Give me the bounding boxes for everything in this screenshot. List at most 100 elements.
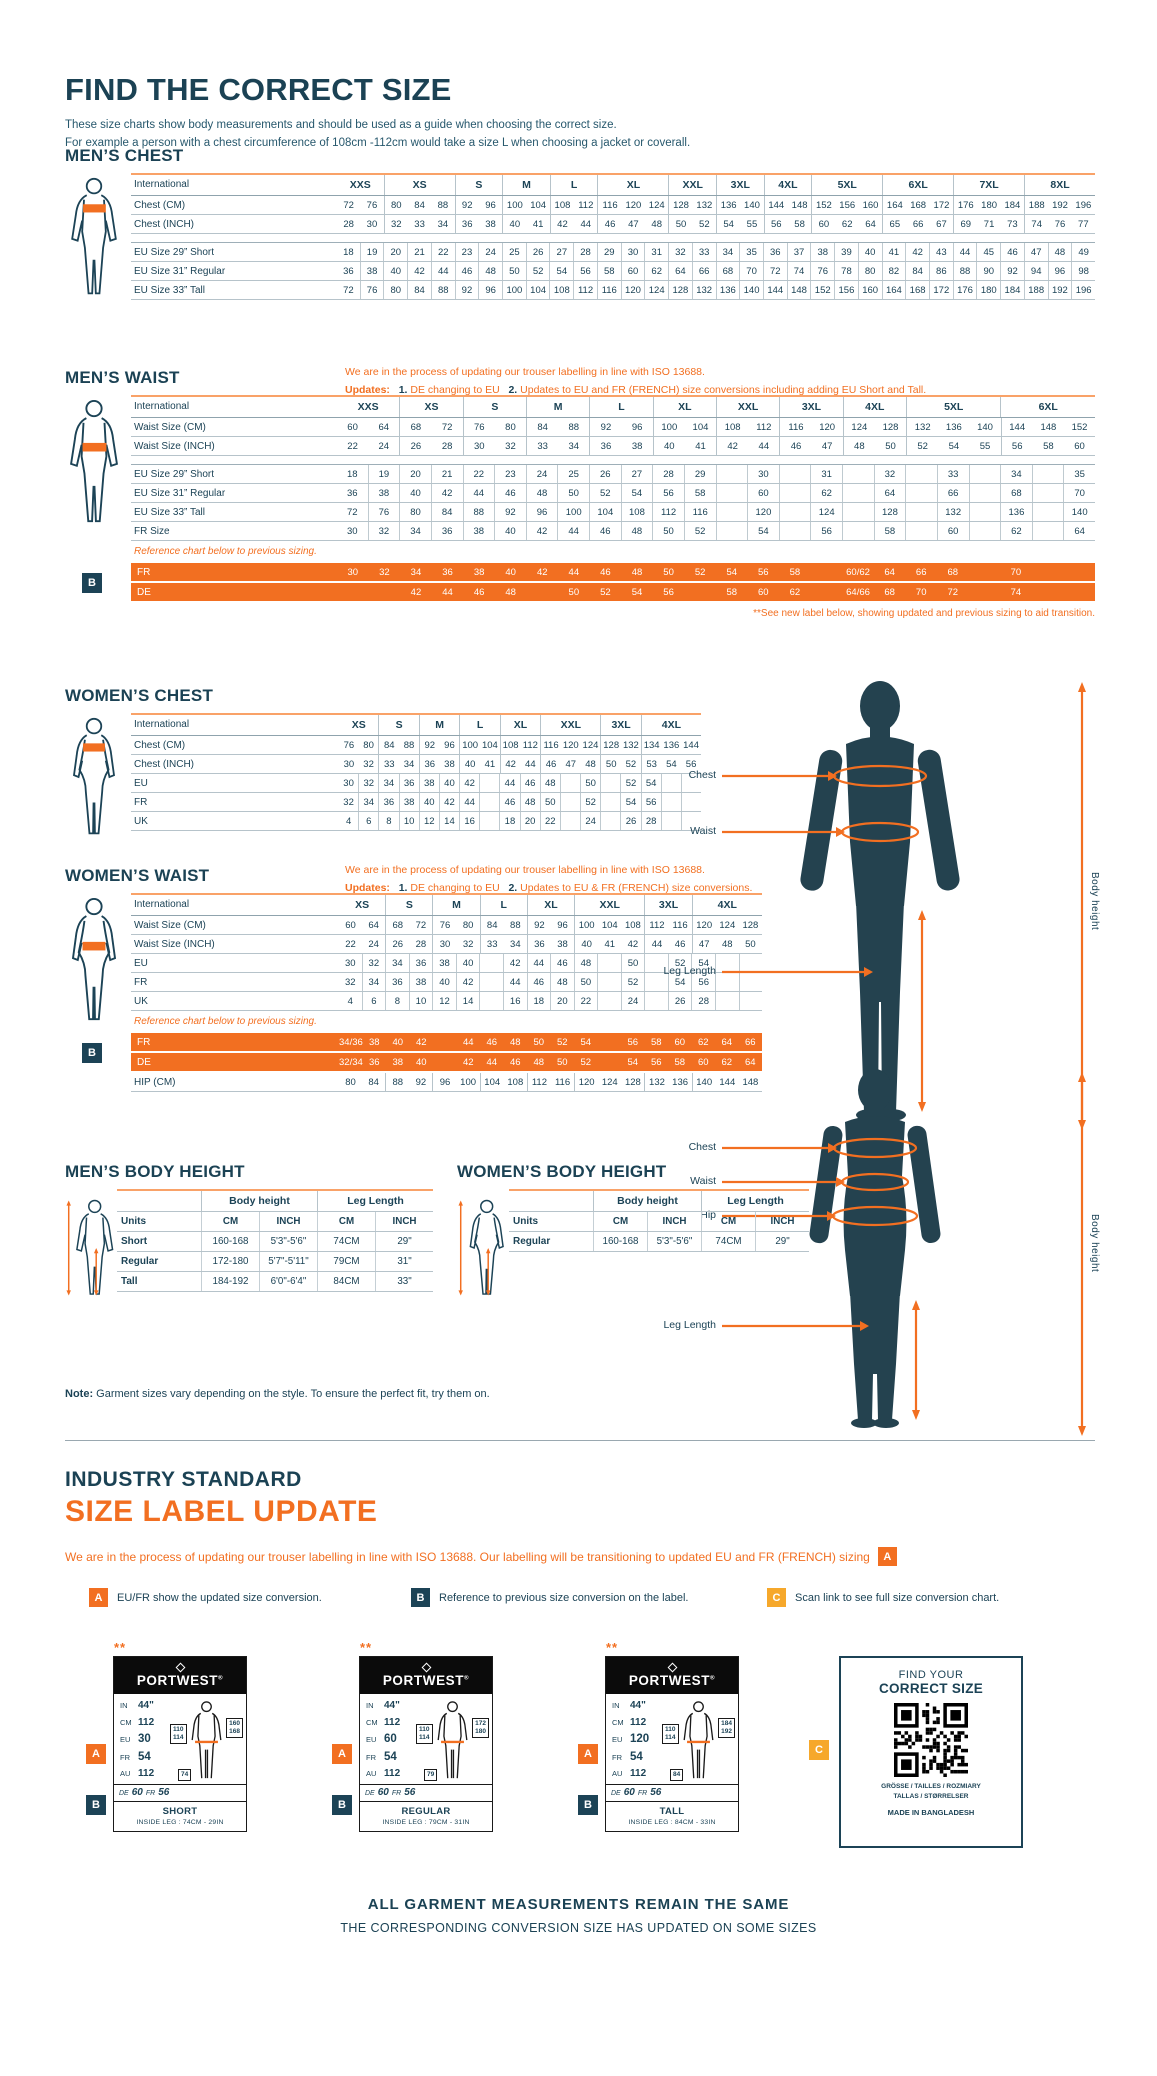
- size-cell: 44: [462, 1036, 474, 1048]
- size-cell: 92: [415, 1076, 427, 1088]
- size-spec: IN 44": [612, 1700, 646, 1711]
- size-cell: 62: [721, 1056, 733, 1068]
- size-cell: 136: [945, 421, 962, 433]
- row-label: FR: [134, 796, 148, 808]
- size-cell: [644, 954, 668, 972]
- size-cell: 54: [691, 954, 715, 972]
- size-cell: 30: [343, 758, 355, 770]
- size-cell: 76: [367, 503, 400, 521]
- stars-note: **: [606, 1640, 619, 1655]
- size-cell: 28: [343, 218, 354, 230]
- womens-chest-table: International XS S M L XL XXL 3XL 4XL Chest (CM) 7…: [131, 713, 701, 831]
- size-cell: [842, 465, 874, 483]
- size-cell: 52: [683, 522, 716, 540]
- size-cell: 14: [455, 992, 480, 1010]
- size-cell: 66: [936, 484, 969, 502]
- size-cell: 120: [625, 199, 642, 211]
- size-cell: 70: [1063, 484, 1095, 502]
- size-cell: 54: [747, 522, 779, 540]
- size-cell: [479, 812, 499, 830]
- size-cell: [598, 1053, 622, 1071]
- size-cell: [969, 583, 1001, 601]
- size-cell: 36: [347, 487, 358, 499]
- size-cell: 8: [378, 812, 398, 830]
- size-cell: 30: [343, 777, 354, 789]
- made-in: MADE IN BANGLADESH: [887, 1808, 975, 1818]
- size-cell: 84: [378, 736, 399, 754]
- size-cell: 172: [928, 281, 953, 299]
- size-group-header: 5XL: [905, 397, 1001, 417]
- size-cell: 64: [884, 566, 895, 578]
- size-cell: 64: [1063, 522, 1095, 540]
- size-group-header: L: [459, 715, 499, 735]
- group-header-row: Body height Leg Length: [509, 1191, 809, 1212]
- size-cell: 38: [444, 758, 455, 770]
- size-row: EU 30 32 34 36 38 40 42 44 46 48 50 52 54: [131, 954, 762, 973]
- size-cell: 100: [459, 736, 480, 754]
- height-cell: 5'3"-5'6": [259, 1232, 317, 1251]
- size-cell: 19: [367, 465, 400, 483]
- size-cell: 196: [1071, 281, 1095, 299]
- size-cell: 192: [1052, 199, 1068, 211]
- mens-waist-table: International XXS XS S M L XL XXL 3XL 4XL 5XL 6XL Wa…: [82, 395, 1095, 603]
- size-cell: 50: [539, 793, 560, 811]
- size-cell: 80: [383, 281, 407, 299]
- size-cell: [842, 484, 874, 502]
- size-cell: 26: [620, 812, 640, 830]
- size-cell: 46: [597, 215, 621, 233]
- size-cell: 44: [502, 973, 527, 991]
- size-cell: [1063, 583, 1095, 601]
- height-cell: 172-180: [201, 1252, 259, 1271]
- group-header-row: Body height Leg Length: [117, 1191, 433, 1212]
- size-cell: 42: [455, 973, 480, 991]
- size-cell: [479, 992, 503, 1010]
- size-cell: [680, 774, 701, 792]
- label-card-regular: ** PORTWEST® IN 44" CM 112 EU 60 FR 54 AU 112 110…: [332, 1640, 493, 1848]
- size-cell: 30: [366, 218, 378, 230]
- unit-header: INCH: [259, 1212, 317, 1231]
- size-cell: [680, 793, 701, 811]
- size-cell: 38: [418, 774, 439, 792]
- size-cell: 34: [399, 522, 431, 540]
- iso-note-line2: Updates: 1. DE changing to EU 2. Updates…: [345, 881, 753, 894]
- size-cell: 100: [460, 1076, 477, 1088]
- size-spec: AU 112: [612, 1768, 647, 1779]
- badge-c: C: [809, 1740, 829, 1760]
- garment-note: Note: Garment sizes vary depending on th…: [65, 1388, 490, 1400]
- size-cell: 22: [345, 938, 356, 950]
- size-cell: 92: [589, 418, 621, 436]
- waist-size-box: 110 114: [416, 1724, 433, 1744]
- size-cell: [597, 973, 621, 991]
- size-cell: [842, 522, 874, 540]
- previous-size-row: DE 60 FR 56: [360, 1784, 492, 1801]
- industry-title: INDUSTRY STANDARD: [65, 1468, 302, 1491]
- size-cell: 36: [378, 793, 398, 811]
- size-cell: [738, 973, 763, 991]
- height-cell: 160-168: [593, 1232, 647, 1251]
- size-cell: 25: [557, 465, 589, 483]
- size-cell: 52: [694, 566, 706, 578]
- badge-b: B: [411, 1588, 430, 1607]
- size-cell: 35: [739, 243, 763, 261]
- garment-label-card: PORTWEST® IN 44" CM 112 EU 30 FR 54 AU 112 110 114…: [113, 1656, 247, 1832]
- size-cell: [1031, 503, 1064, 521]
- size-group-header: 4XL: [842, 397, 906, 417]
- size-cell: 58: [1043, 440, 1054, 452]
- size-cell: 6: [358, 812, 378, 830]
- badge-a: A: [89, 1588, 108, 1607]
- size-cell: 46: [519, 774, 540, 792]
- size-cell: 164: [882, 196, 906, 214]
- size-cell: 30: [432, 935, 456, 953]
- size-group-header: S: [454, 175, 503, 195]
- size-cell: 40: [455, 954, 480, 972]
- size-cell: 48: [620, 522, 653, 540]
- size-cell: 58: [726, 586, 738, 598]
- label-sizes: IN 44" CM 112 EU 30 FR 54 AU 112 110 114 160 168 74: [114, 1694, 246, 1784]
- size-cell: 38: [392, 1056, 404, 1068]
- womens-waist-table: International XS S M L XL XXL 3XL 4XL Waist Size …: [82, 893, 763, 1092]
- size-cell: 40: [392, 1036, 404, 1048]
- size-cell: 52: [525, 262, 550, 280]
- size-cell: 92: [1000, 262, 1024, 280]
- size-cell: 160: [862, 199, 879, 211]
- size-cell: 50: [620, 954, 645, 972]
